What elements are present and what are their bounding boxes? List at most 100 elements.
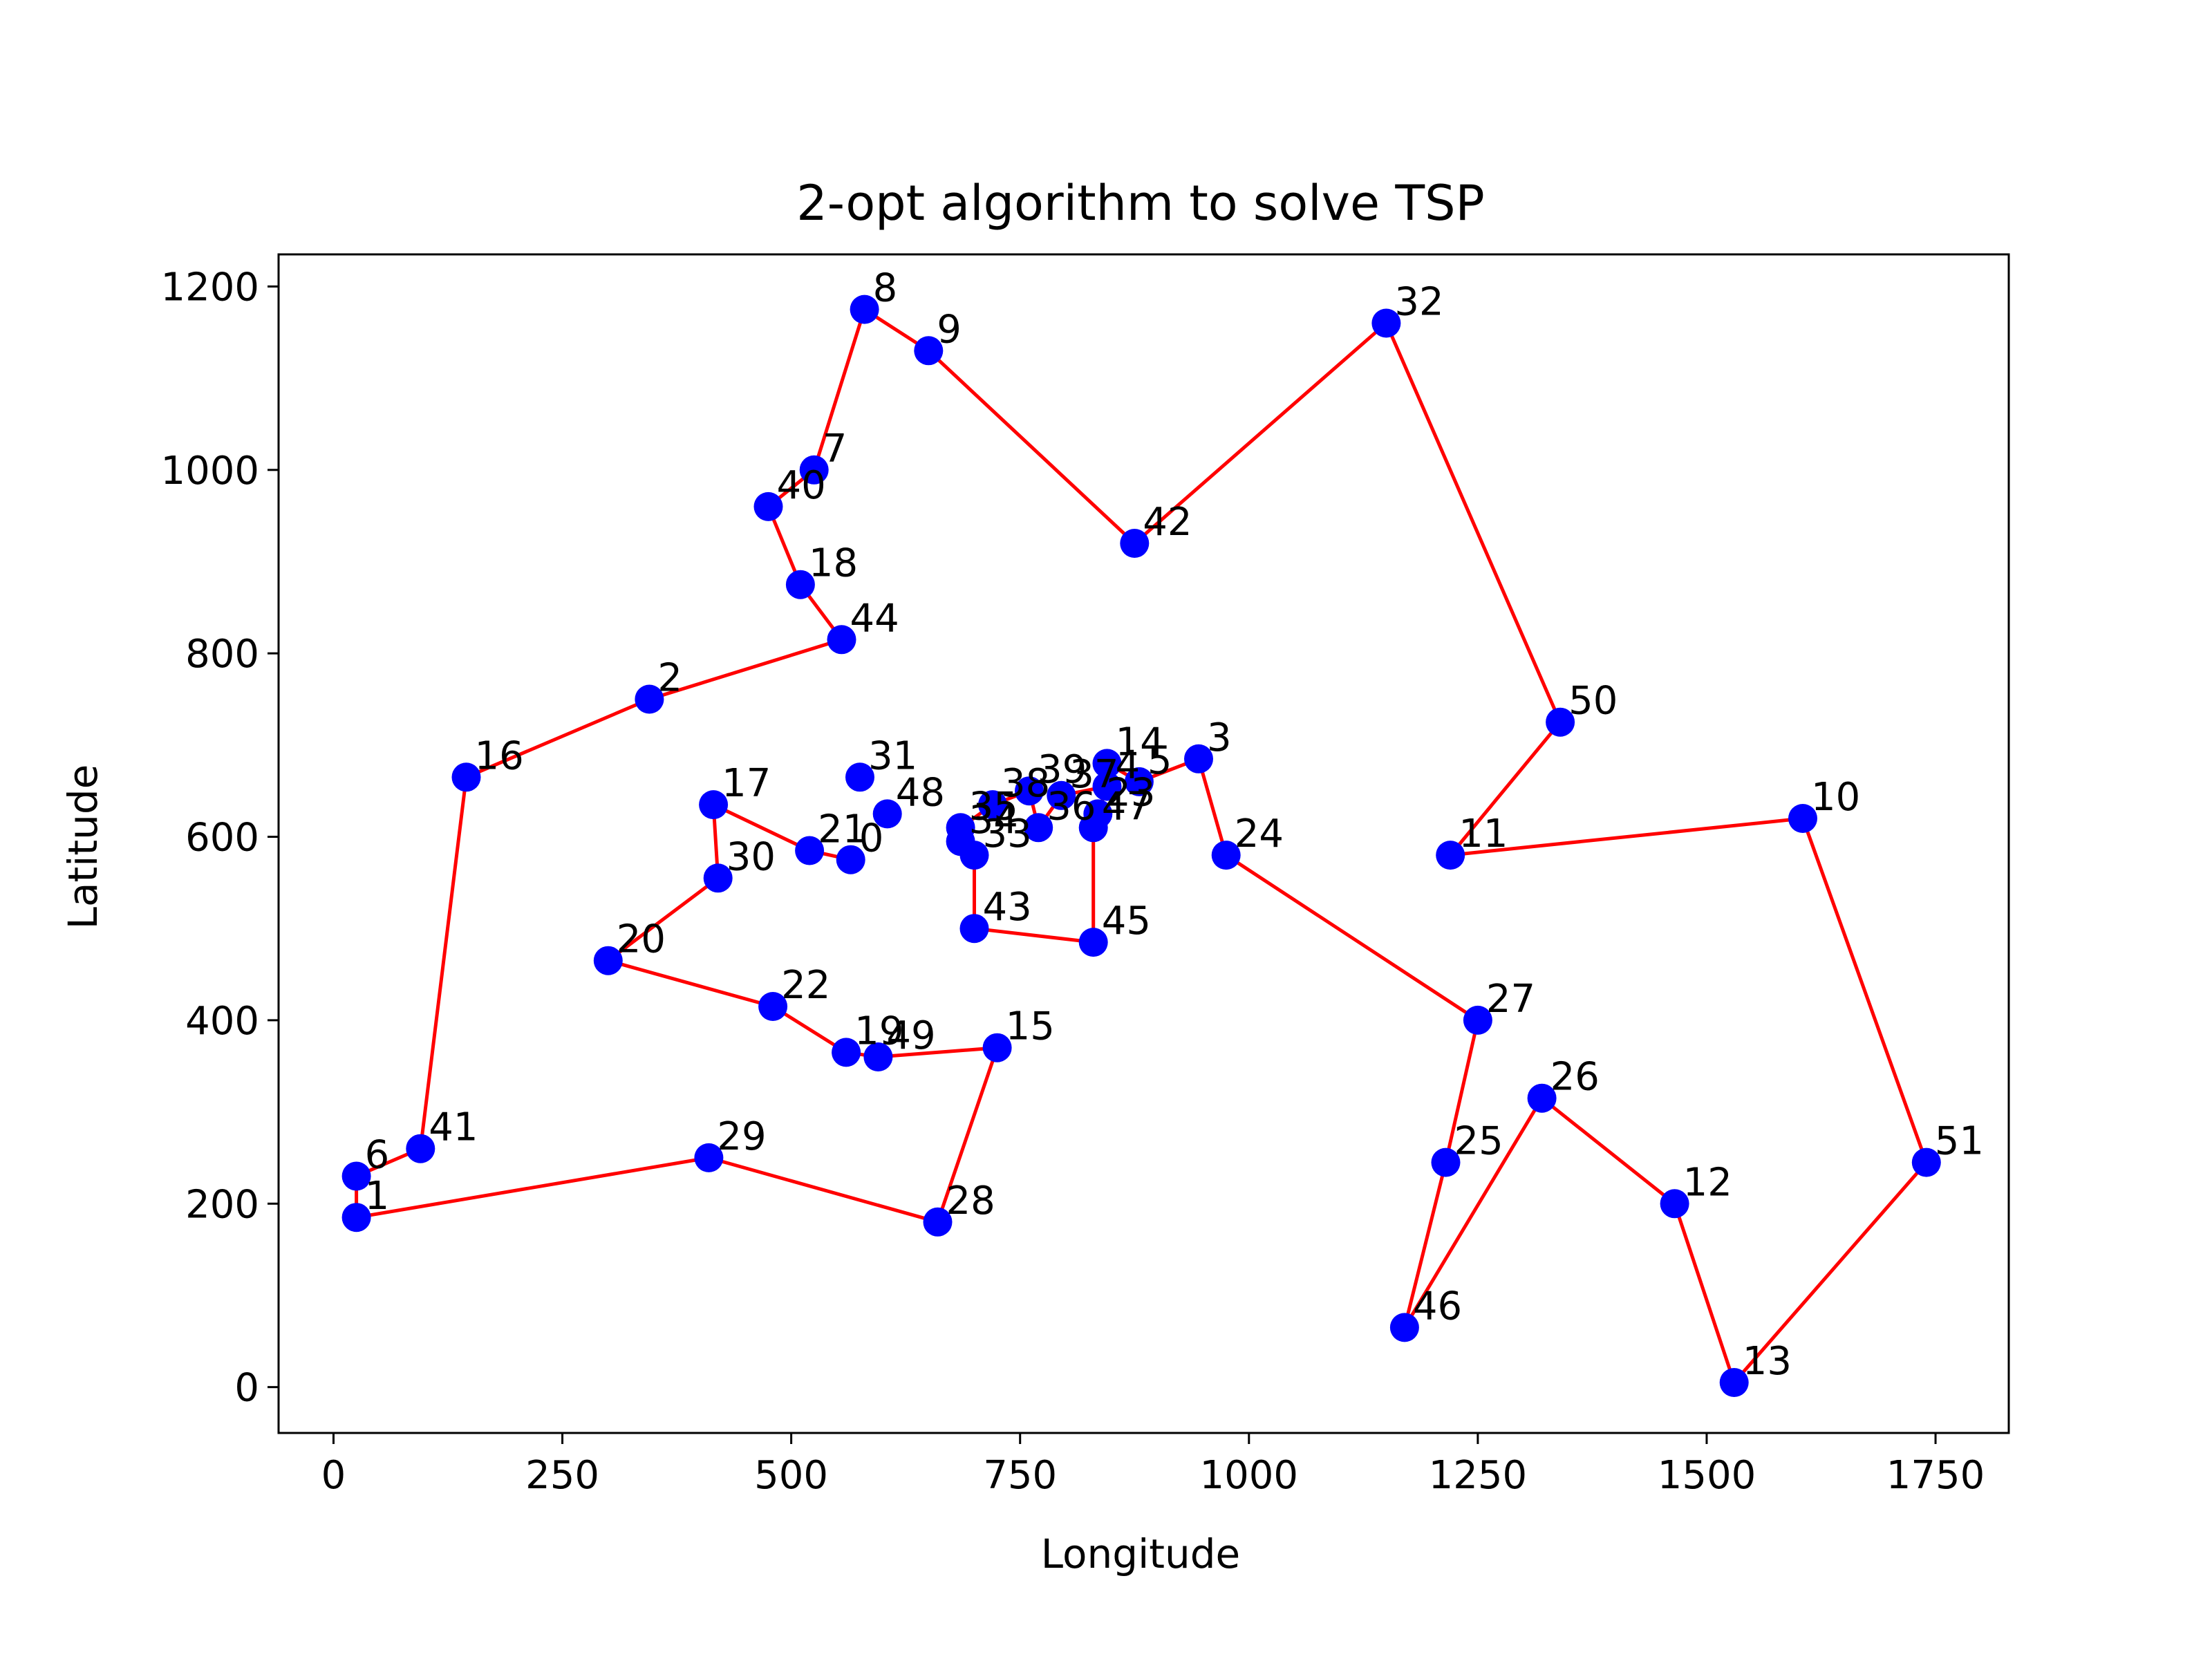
city-point-22 [758, 992, 788, 1021]
city-label-8: 8 [873, 266, 898, 311]
x-tick-label: 0 [321, 1453, 346, 1498]
city-label-23: 23 [1106, 770, 1155, 815]
x-tick-label: 1500 [1658, 1453, 1756, 1498]
city-label-0: 0 [859, 816, 884, 861]
city-label-40: 40 [777, 463, 826, 508]
city-label-33: 33 [983, 812, 1032, 856]
city-point-18 [785, 570, 815, 599]
x-tick-label: 1250 [1429, 1453, 1528, 1498]
city-point-17 [699, 790, 729, 820]
city-label-26: 26 [1550, 1055, 1600, 1100]
city-point-24 [1211, 841, 1241, 870]
city-point-51 [1911, 1147, 1941, 1177]
city-label-38: 38 [1001, 761, 1050, 806]
y-tick-label: 400 [185, 999, 259, 1044]
plot-frame [277, 253, 2010, 1434]
city-point-21 [795, 836, 825, 865]
city-point-6 [341, 1161, 371, 1191]
y-tick-label: 1000 [160, 449, 259, 494]
city-point-27 [1463, 1005, 1492, 1035]
y-tick-label: 600 [185, 816, 259, 861]
x-tick-label: 1000 [1200, 1453, 1299, 1498]
city-label-50: 50 [1568, 679, 1618, 724]
city-point-30 [703, 863, 733, 893]
city-point-25 [1431, 1147, 1461, 1177]
city-label-48: 48 [896, 770, 945, 815]
city-label-44: 44 [850, 596, 899, 641]
city-point-8 [850, 294, 879, 324]
city-label-43: 43 [983, 885, 1032, 930]
city-label-17: 17 [722, 761, 771, 806]
x-axis: 0 250 500 750 1000 1250 1500 1750 [321, 1433, 1985, 1498]
city-label-31: 31 [868, 733, 917, 778]
city-point-15 [982, 1033, 1012, 1062]
city-label-20: 20 [617, 917, 666, 962]
city-label-16: 16 [475, 733, 524, 778]
city-point-28 [923, 1207, 953, 1237]
city-label-41: 41 [429, 1105, 478, 1150]
city-label-2: 2 [657, 656, 682, 701]
city-point-40 [753, 491, 783, 521]
city-label-15: 15 [1006, 1004, 1055, 1049]
x-tick-label: 500 [754, 1453, 828, 1498]
city-point-0 [836, 845, 865, 874]
city-point-41 [406, 1134, 435, 1163]
city-point-36 [1024, 813, 1053, 843]
x-tick-label: 250 [525, 1453, 599, 1498]
y-axis: 0 200 400 600 800 1000 1200 [160, 265, 279, 1411]
city-point-1 [341, 1203, 371, 1232]
city-label-10: 10 [1811, 775, 1860, 820]
x-axis-label: Longitude [1041, 1530, 1240, 1577]
city-point-31 [845, 762, 874, 792]
city-label-28: 28 [946, 1179, 995, 1224]
city-point-37 [1047, 780, 1076, 810]
city-label-13: 13 [1743, 1339, 1792, 1384]
city-label-49: 49 [886, 1013, 935, 1058]
city-label-3: 3 [1207, 715, 1232, 760]
city-label-25: 25 [1454, 1119, 1503, 1164]
city-point-45 [1078, 928, 1108, 957]
city-label-9: 9 [937, 307, 962, 352]
city-point-44 [827, 625, 856, 655]
chart-title: 2-opt algorithm to solve TSP [796, 175, 1485, 232]
city-label-6: 6 [365, 1133, 390, 1178]
city-point-3 [1184, 744, 1213, 774]
city-point-50 [1546, 707, 1575, 737]
city-label-19: 19 [854, 1009, 903, 1053]
city-point-10 [1788, 804, 1817, 833]
city-label-42: 42 [1143, 500, 1192, 545]
city-point-5 [1124, 767, 1154, 796]
city-point-9 [914, 336, 944, 366]
city-point-38 [978, 790, 1007, 820]
city-label-32: 32 [1394, 280, 1443, 325]
city-label-36: 36 [1047, 784, 1096, 829]
y-axis-label: Latitude [59, 765, 106, 930]
city-label-46: 46 [1413, 1284, 1462, 1329]
city-label-34: 34 [969, 798, 1018, 843]
city-point-26 [1527, 1083, 1557, 1113]
city-label-21: 21 [818, 807, 867, 852]
city-point-4 [1092, 771, 1122, 801]
city-label-27: 27 [1486, 977, 1535, 1022]
city-point-46 [1389, 1313, 1419, 1342]
city-point-16 [451, 762, 481, 792]
city-point-11 [1436, 841, 1465, 870]
city-label-12: 12 [1683, 1160, 1732, 1205]
city-label-22: 22 [781, 963, 830, 1008]
y-tick-label: 200 [185, 1182, 259, 1227]
city-point-43 [959, 914, 989, 944]
x-tick-label: 750 [983, 1453, 1057, 1498]
city-label-51: 51 [1935, 1119, 1984, 1164]
city-point-35 [946, 813, 975, 843]
city-point-48 [872, 799, 902, 829]
city-label-11: 11 [1459, 812, 1508, 856]
city-point-2 [635, 684, 664, 714]
city-label-14: 14 [1116, 720, 1165, 765]
city-label-35: 35 [969, 784, 1018, 829]
city-point-29 [694, 1143, 724, 1172]
city-label-18: 18 [809, 541, 858, 586]
city-label-7: 7 [823, 427, 847, 471]
city-point-19 [832, 1038, 861, 1067]
